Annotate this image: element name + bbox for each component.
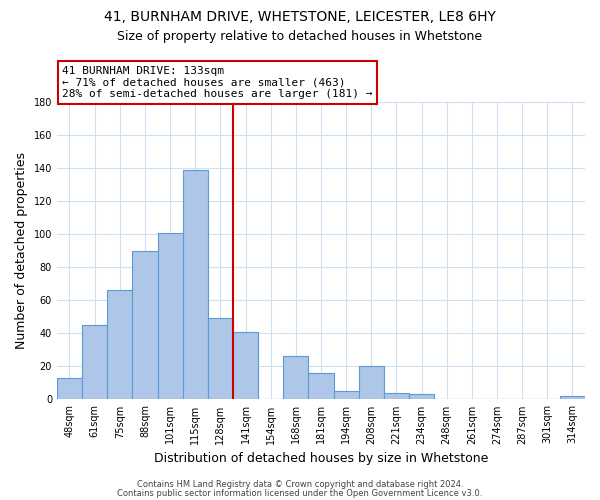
Bar — [560, 396, 585, 400]
Text: 41, BURNHAM DRIVE, WHETSTONE, LEICESTER, LE8 6HY: 41, BURNHAM DRIVE, WHETSTONE, LEICESTER,… — [104, 10, 496, 24]
Bar — [133, 250, 158, 400]
Bar — [107, 290, 133, 400]
Text: Contains public sector information licensed under the Open Government Licence v3: Contains public sector information licen… — [118, 488, 482, 498]
Bar — [57, 378, 82, 400]
Text: Contains HM Land Registry data © Crown copyright and database right 2024.: Contains HM Land Registry data © Crown c… — [137, 480, 463, 489]
Bar — [208, 318, 233, 400]
Bar — [334, 391, 359, 400]
Bar — [233, 332, 258, 400]
Bar — [82, 325, 107, 400]
X-axis label: Distribution of detached houses by size in Whetstone: Distribution of detached houses by size … — [154, 452, 488, 465]
Bar — [283, 356, 308, 400]
Bar — [409, 394, 434, 400]
Text: Size of property relative to detached houses in Whetstone: Size of property relative to detached ho… — [118, 30, 482, 43]
Bar — [308, 373, 334, 400]
Text: 41 BURNHAM DRIVE: 133sqm
← 71% of detached houses are smaller (463)
28% of semi-: 41 BURNHAM DRIVE: 133sqm ← 71% of detach… — [62, 66, 373, 99]
Y-axis label: Number of detached properties: Number of detached properties — [15, 152, 28, 349]
Bar — [158, 232, 182, 400]
Bar — [182, 170, 208, 400]
Bar — [384, 393, 409, 400]
Bar — [359, 366, 384, 400]
